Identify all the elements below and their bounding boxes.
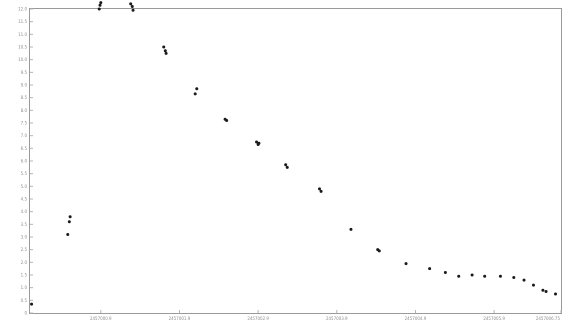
y-tick-label: 6.0 [21,159,28,164]
y-tick-label: 9.0 [21,83,28,88]
data-point [349,227,353,231]
data-point [193,92,197,96]
x-tick-label: 2457005.9 [483,316,505,321]
y-tick-label: 11.0 [18,32,27,37]
y-tick-label: 6.5 [21,146,28,151]
data-point [317,187,321,191]
y-tick-label: 1.0 [21,285,28,290]
data-point [30,302,34,306]
data-point [483,274,487,278]
x-axis: 2457000.9 2457001.9 2457002.9 2457003.9 2457… [90,310,562,321]
y-tick-label: 1.5 [21,273,28,278]
y-tick-label: 0 [24,311,27,316]
data-point [97,7,101,11]
data-point [541,288,545,292]
data-point [225,118,229,122]
y-tick-label: 4.0 [21,209,28,214]
y-tick-label: 7.0 [21,133,28,138]
data-point [163,49,167,53]
plot-frame [29,8,562,314]
data-point [131,8,135,12]
y-tick-label: 11.5 [18,19,27,24]
y-tick-label: 8.0 [21,108,28,113]
y-tick-label: 3.5 [21,222,28,227]
data-point [255,140,259,144]
data-point [522,278,526,282]
y-tick-label: 8.5 [21,95,28,100]
data-point [531,283,535,287]
data-point [285,165,289,169]
x-tick-label: 2457001.9 [169,316,191,321]
y-tick-label: 2.5 [21,247,28,252]
y-tick-label: 12.0 [18,7,27,12]
data-point [443,270,447,274]
y-tick-label: 5.5 [21,171,28,176]
data-point [512,276,516,280]
data-point [68,215,72,219]
data-point [98,3,102,7]
y-tick-label: 10.0 [18,57,27,62]
x-tick-label: 2457002.9 [247,316,269,321]
data-point [428,267,432,271]
x-tick-label: 2457004.9 [405,316,427,321]
data-point [129,2,133,6]
data-point [257,141,261,145]
x-tick-label: 2457003.9 [326,316,348,321]
data-point [195,87,199,91]
data-point [162,45,166,49]
y-tick-label: 0.5 [21,298,28,303]
data-point [470,273,474,277]
data-point [544,289,548,293]
x-tick-label: 2457006.75 [536,316,561,321]
data-point [498,274,502,278]
y-tick-label: 9.5 [21,70,28,75]
data-point [284,163,288,167]
data-point [67,220,71,224]
data-point [164,51,168,55]
data-point [377,249,381,253]
data-points [30,1,557,306]
y-tick-label: 7.5 [21,121,28,126]
data-point [66,232,70,236]
y-tick-label: 4.5 [21,197,28,202]
data-point [457,274,461,278]
y-axis: 0 0.5 1.0 1.5 2.0 2.5 3.0 3.5 4.0 4.5 5.0 5.5 6.0 6.5… [18,7,33,316]
data-point [404,262,408,266]
y-tick-label: 2.0 [21,260,28,265]
data-point [99,1,103,5]
y-tick-label: 10.5 [18,45,27,50]
y-tick-label: 5.0 [21,184,28,189]
x-tick-label: 2457000.9 [90,316,112,321]
data-point [130,4,134,8]
y-tick-label: 3.0 [21,235,28,240]
data-point [553,292,557,296]
data-point [319,189,323,193]
